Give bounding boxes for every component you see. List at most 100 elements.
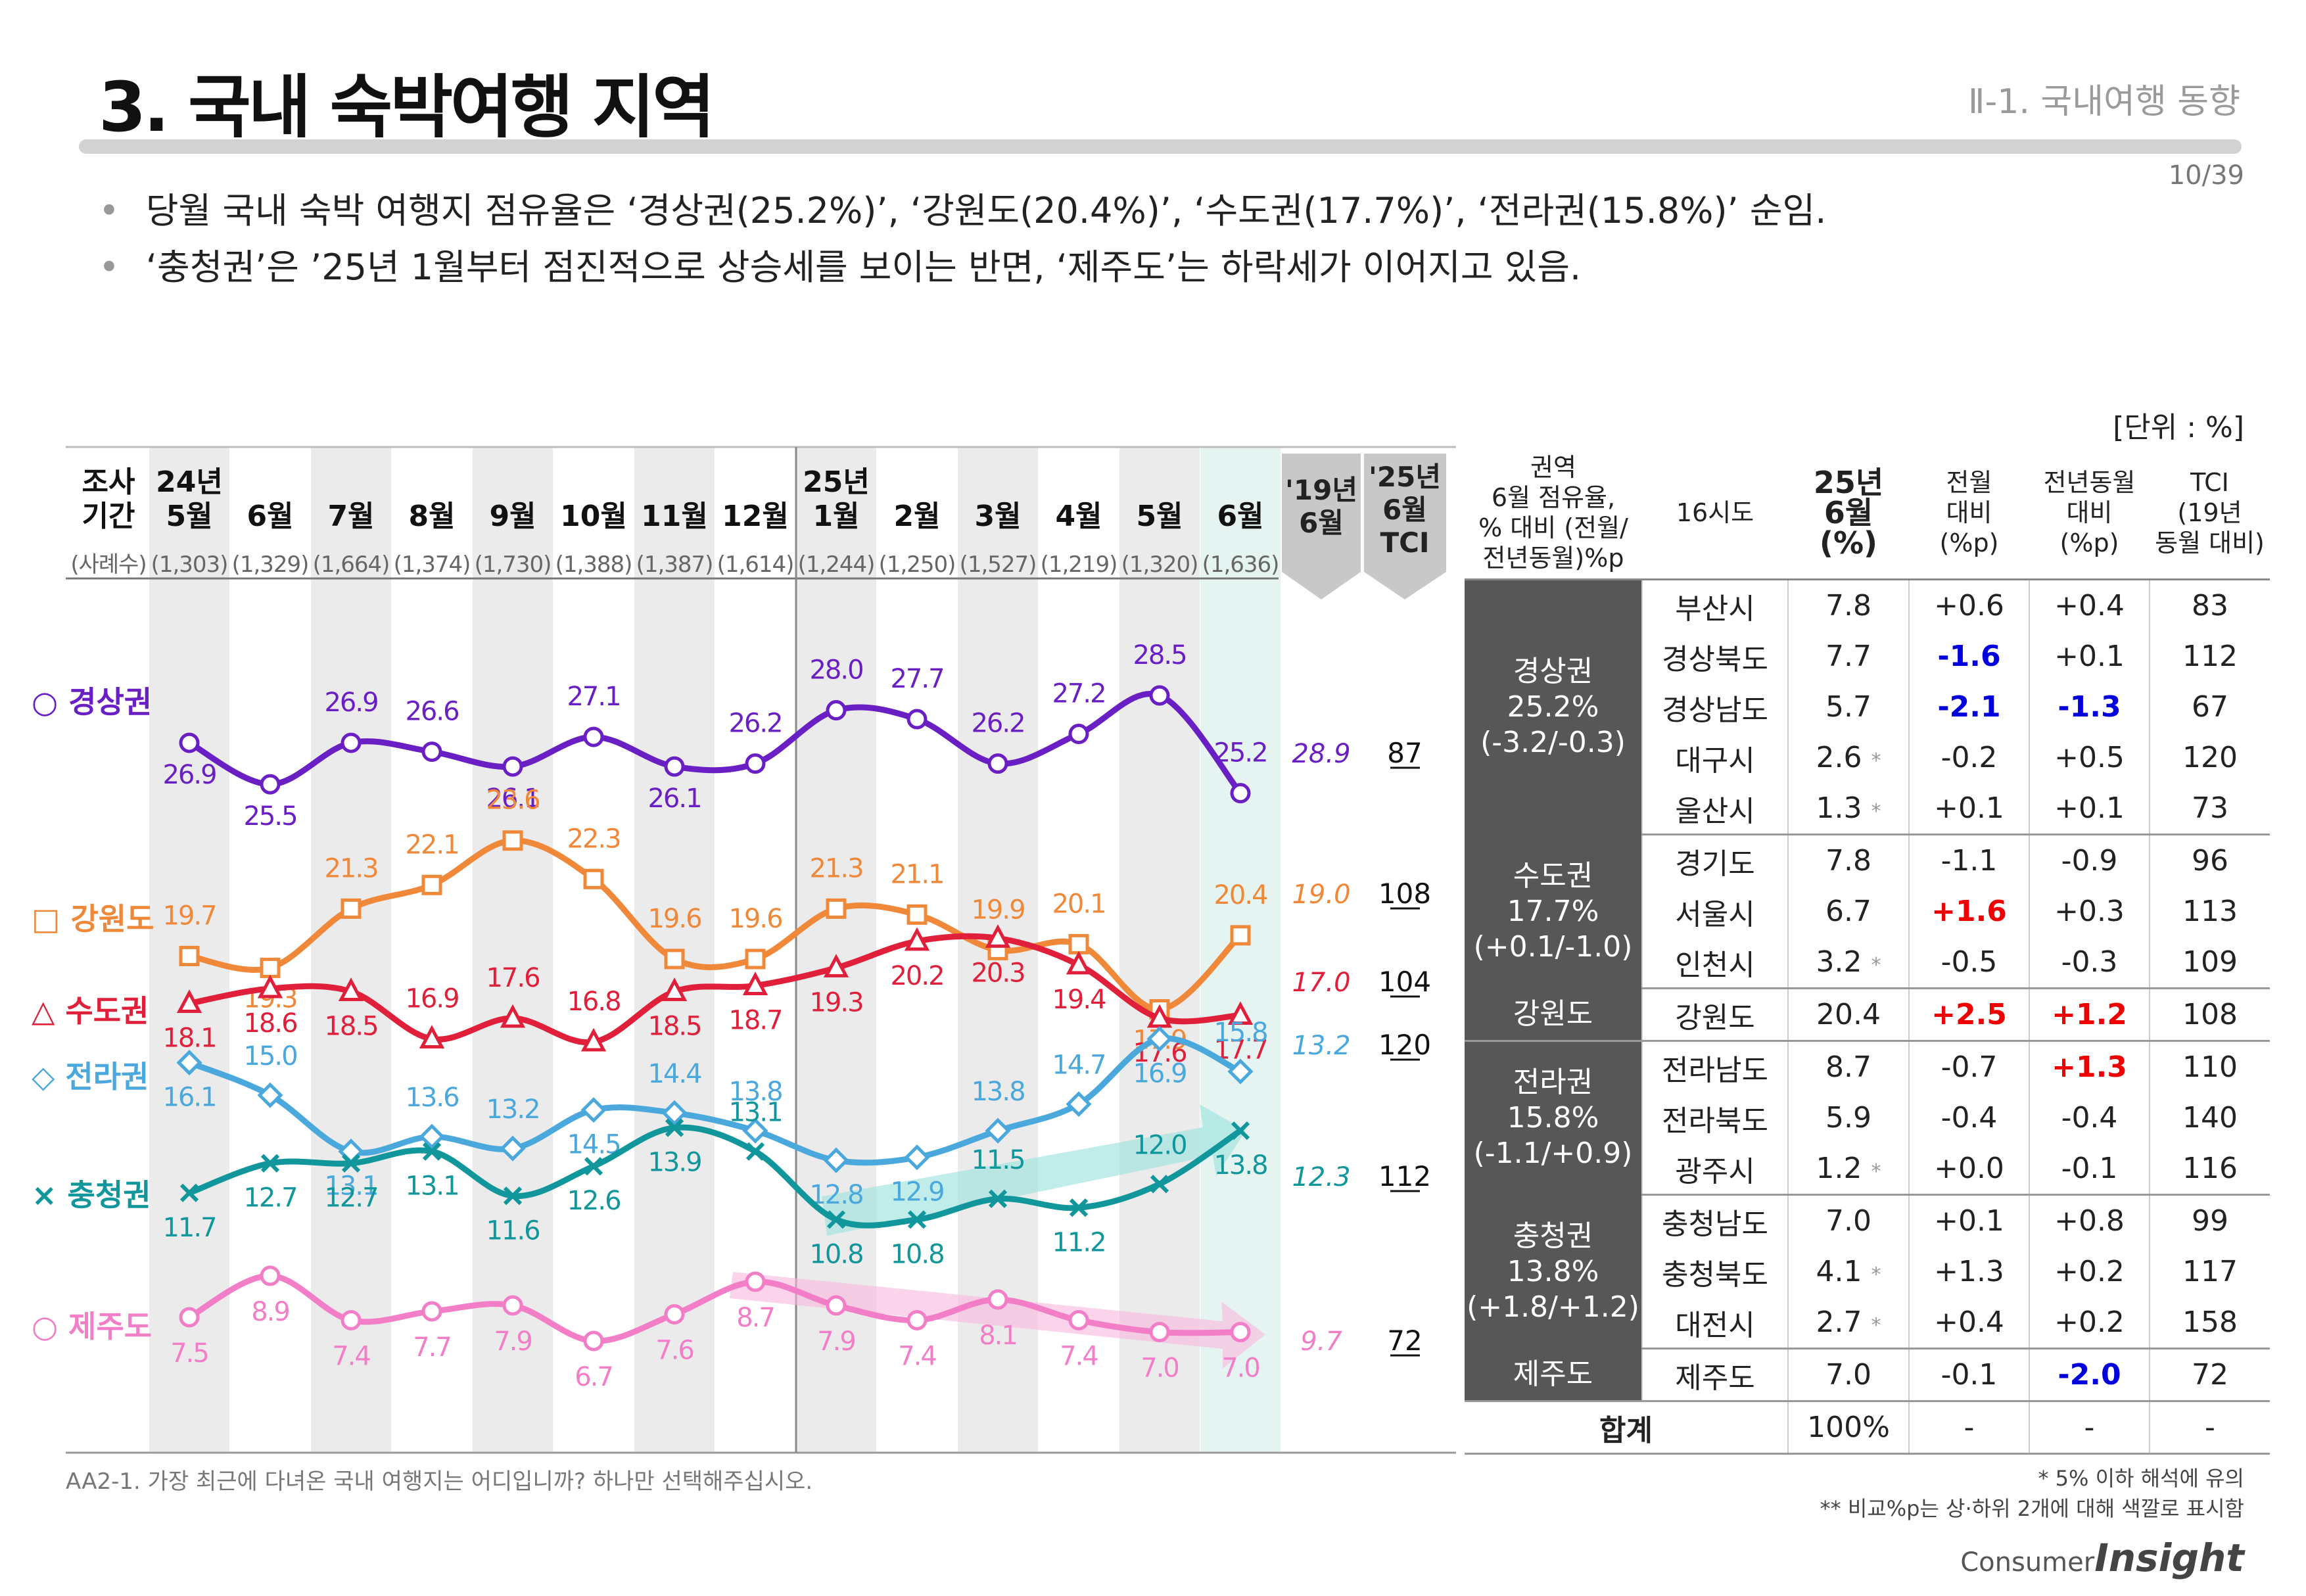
period-month-label: 6월 [1217, 500, 1263, 533]
data-point [987, 753, 1008, 774]
data-point [826, 1210, 846, 1229]
mom-cell: +0.1 [1909, 783, 2030, 835]
data-label: 7.7 [413, 1332, 451, 1363]
period-month-label: 12월 [722, 500, 789, 533]
data-point [1149, 1321, 1170, 1342]
share-cell: 20.4 [1787, 988, 1910, 1042]
yoy-cell: +0.3 [2029, 886, 2150, 937]
share-cell: 1.2 * [1787, 1143, 1910, 1196]
data-label: 13.2 [486, 1094, 539, 1125]
yoy-cell-text: -0.1 [2061, 1152, 2118, 1185]
sample-size: (1,320) [1121, 552, 1198, 578]
data-label: 6.7 [575, 1362, 613, 1392]
share-cell-text: 2.6 [1816, 741, 1862, 774]
mom-cell-text: -0.7 [1941, 1050, 1998, 1084]
data-point [1227, 1058, 1254, 1085]
period-month-label: 1월 [812, 500, 859, 533]
sample-size: (1,388) [555, 552, 632, 578]
sample-size: (1,387) [636, 552, 713, 578]
data-point [1230, 925, 1251, 946]
tci-cell-text: 99 [2192, 1204, 2228, 1238]
note-color-legend: ** 비교%p는 상·하위 2개에 대해 색깔로 표시함 [1820, 1496, 2244, 1521]
mom-cell: -1.6 [1909, 631, 2030, 682]
share-cell: 2.7 * [1787, 1297, 1910, 1350]
sample-size: (1,250) [879, 552, 956, 578]
yoy-cell-text: -2.0 [2058, 1358, 2121, 1392]
data-label: 22.1 [405, 830, 458, 860]
mom-cell: -0.7 [1909, 1041, 2030, 1092]
share-cell-text: 5.7 [1825, 690, 1871, 724]
data-point [584, 1157, 603, 1176]
data-label: 20.4 [1213, 880, 1267, 910]
total-share-text: 100% [1807, 1411, 1890, 1444]
period-month-label: 9월 [489, 500, 536, 533]
mom-cell: -2.1 [1909, 682, 2030, 732]
data-point [985, 1117, 1011, 1144]
data-label: 28.5 [1133, 640, 1186, 670]
current-month-band [1200, 447, 1281, 1453]
data-label: 13.1 [728, 1098, 782, 1128]
tci-cell: 99 [2150, 1195, 2270, 1247]
data-label: 26.1 [647, 784, 701, 814]
small-sample-mark: * [1871, 1314, 1881, 1337]
share-cell: 2.6 * [1787, 732, 1910, 783]
tci-cell: 110 [2150, 1041, 2270, 1093]
share-cell-text: 5.9 [1825, 1101, 1871, 1135]
city-cell: 제주도 [1641, 1348, 1788, 1402]
data-point [904, 1144, 930, 1171]
sample-size: (1,329) [232, 552, 309, 578]
yoy-cell: -0.3 [2029, 937, 2150, 989]
mom-cell-text: -1.6 [1937, 640, 2001, 673]
tci-cell: 120 [2150, 732, 2270, 783]
data-label: 20.3 [971, 958, 1024, 988]
data-point [742, 972, 768, 995]
data-point [1068, 1309, 1089, 1330]
data-point [826, 1295, 847, 1316]
tci-cell-text: 73 [2192, 791, 2228, 825]
legend-3: ◇ 전라권 [32, 1059, 149, 1094]
data-point [1150, 1175, 1169, 1194]
data-label: 26.9 [324, 688, 377, 718]
yoy-cell-text: +0.3 [2054, 895, 2125, 928]
city-cell: 대전시 [1641, 1297, 1788, 1350]
sample-size-label: (사례수) [70, 552, 146, 578]
data-point [257, 1082, 283, 1108]
period-month-label: 5월 [166, 500, 212, 533]
share-cell-text: 3.2 [1816, 945, 1862, 979]
data-label: 7.4 [332, 1341, 370, 1371]
data-label: 12.0 [1133, 1130, 1186, 1160]
yoy-cell: -1.3 [2029, 682, 2150, 732]
data-point [906, 1309, 928, 1330]
title-divider [79, 139, 2242, 154]
note-small-sample: * 5% 이하 해석에 유의 [2038, 1466, 2244, 1491]
line-chart: 조사기간(사례수)24년5월(1,303)6월(1,329)7월(1,664)8… [32, 446, 1456, 1454]
period-month-label: 11월 [641, 500, 708, 533]
mom-cell: +1.3 [1909, 1246, 2030, 1297]
yoy-cell-text: +0.5 [2054, 741, 2125, 774]
mom-cell-text: -2.1 [1937, 690, 2001, 724]
mom-cell-text: +0.1 [1934, 1204, 2004, 1238]
data-label: 17.6 [486, 963, 539, 993]
sample-size: (1,664) [313, 552, 390, 578]
data-point [1149, 685, 1170, 706]
total-tci-text: - [2205, 1411, 2215, 1444]
ref-tci-header: '25년 [1369, 461, 1441, 493]
data-point [665, 1118, 684, 1137]
yoy-cell: +0.4 [2029, 579, 2150, 631]
ref-2019-value: 12.3 [1292, 1162, 1350, 1192]
data-point [257, 974, 283, 998]
ref-2019-value: 17.0 [1292, 968, 1350, 998]
share-cell: 7.8 [1787, 834, 1910, 886]
data-label: 21.1 [890, 859, 943, 889]
sample-size: (1,527) [960, 552, 1037, 578]
tci-cell: 67 [2150, 682, 2270, 732]
data-label: 26.9 [162, 760, 216, 790]
share-cell-text: 4.1 [1816, 1255, 1862, 1288]
data-point [419, 1025, 445, 1049]
table-row: 충청권 13.8% (+1.8/+1.2) 충청남도 7.0 +0.1 +0.8 99 [1465, 1194, 2270, 1349]
data-label: 12.7 [324, 1183, 377, 1213]
legend-4: × 충청권 [32, 1177, 151, 1213]
total-share: 100% [1787, 1401, 1910, 1455]
tci-value: 104 [1378, 966, 1431, 998]
mom-cell-text: +0.1 [1934, 791, 2004, 825]
